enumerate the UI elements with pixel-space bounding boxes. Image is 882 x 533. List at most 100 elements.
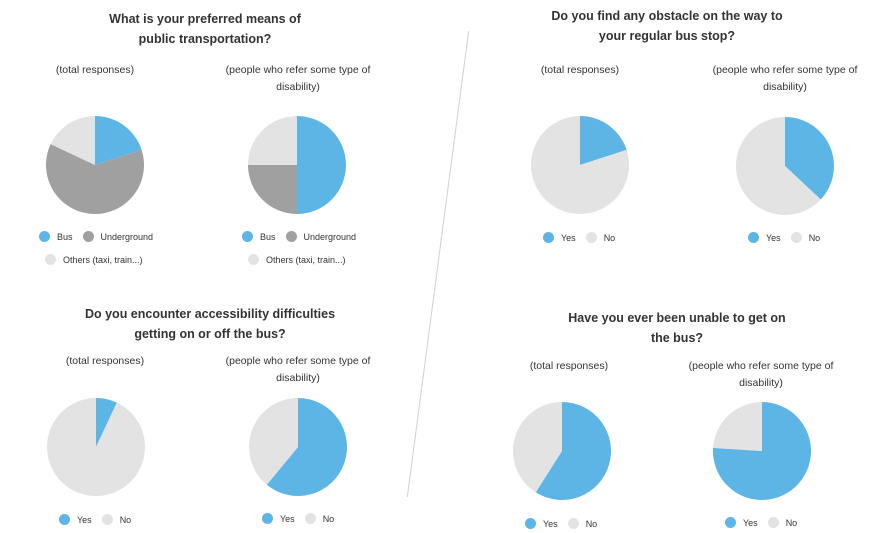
pie-slice-others xyxy=(50,116,95,165)
legend-dot-others xyxy=(248,254,259,265)
pie-q1-disability xyxy=(248,116,346,214)
legend-label-no: No xyxy=(322,513,335,524)
q4-disability-subtitle-line-1: (people who refer some type of xyxy=(688,360,834,372)
question-2-title-line-2: your regular bus stop? xyxy=(598,29,736,43)
legend-label-no: No xyxy=(785,517,798,528)
legend-dot-underground xyxy=(82,231,94,242)
pie-slice-yes xyxy=(266,398,347,496)
legend-dot-no xyxy=(304,513,316,524)
legend-dot-no xyxy=(567,518,579,529)
q2-disability-subtitle-line-1: (people who refer some type of xyxy=(712,64,858,76)
pie-slice-yes xyxy=(785,117,834,200)
question-2-title: Do you find any obstacle on the way to y… xyxy=(517,6,817,46)
pie-slice-no xyxy=(249,398,298,485)
pie-slice-bus xyxy=(95,116,142,165)
q2-total-subtitle: (total responses) xyxy=(540,64,620,76)
q4-disability-subtitle: (people who refer some type of disabilit… xyxy=(676,358,846,392)
legend-dot-yes xyxy=(725,517,736,528)
legend-label-yes: Yes xyxy=(543,518,558,529)
q1-total-subtitle: (total responses) xyxy=(55,64,135,76)
pie-q3-total xyxy=(46,398,145,496)
question-4-title-line-1: Have you ever been unable to get on xyxy=(568,311,786,325)
legend-label-no: No xyxy=(119,514,132,525)
pie-slice-yes xyxy=(535,402,611,500)
pie-q2-disability xyxy=(736,117,834,215)
pie-slice-underground xyxy=(248,165,297,214)
legend-label-others: Others (taxi, train...) xyxy=(266,254,346,265)
legend-dot-yes xyxy=(543,232,554,243)
legend-label-no: No xyxy=(585,518,598,529)
q1-disability-legend-row-2: Others (taxi, train...) xyxy=(248,254,346,265)
q4-disability-legend: Yes No xyxy=(725,517,797,528)
question-4-title: Have you ever been unable to get on the … xyxy=(527,308,827,348)
legend-dot-bus xyxy=(242,231,253,242)
legend-dot-no xyxy=(101,514,113,525)
pie-q1-total xyxy=(45,116,144,215)
legend-dot-no xyxy=(585,232,597,243)
pie-q4-total xyxy=(513,402,611,500)
legend-label-bus: Bus xyxy=(260,231,276,242)
legend-dot-no xyxy=(790,232,802,243)
q2-total-legend: Yes No xyxy=(543,232,615,243)
pie-slice-others xyxy=(248,116,297,165)
q2-disability-legend: Yes No xyxy=(748,232,820,243)
q1-total-legend-row-2: Others (taxi, train...) xyxy=(45,254,143,265)
legend-label-yes: Yes xyxy=(280,513,295,524)
q3-total-subtitle: (total responses) xyxy=(65,355,145,367)
q1-disability-legend-row-1: Bus Underground xyxy=(242,231,356,242)
q3-disability-subtitle-line-1: (people who refer some type of xyxy=(225,355,371,367)
q1-disability-subtitle-line-1: (people who refer some type of xyxy=(225,64,371,76)
q1-disability-subtitle-line-2: disability) xyxy=(276,81,320,93)
legend-dot-yes xyxy=(748,232,759,243)
question-3-title-line-1: Do you encounter accessibility difficult… xyxy=(84,307,336,321)
question-1-title-line-2: public transportation? xyxy=(138,32,272,46)
legend-dot-no xyxy=(767,517,779,528)
legend-dot-others xyxy=(45,254,56,265)
q3-disability-subtitle: (people who refer some type of disabilit… xyxy=(213,353,383,387)
pie-slice-yes xyxy=(96,398,117,447)
pie-slice-no xyxy=(513,402,562,493)
question-1-title-line-1: What is your preferred means of xyxy=(109,12,301,26)
legend-dot-underground xyxy=(285,231,297,242)
pie-slice-bus xyxy=(297,116,346,214)
question-1-title: What is your preferred means of public t… xyxy=(55,9,355,49)
question-3-title-line-2: getting on or off the bus? xyxy=(134,327,286,341)
pie-slice-no xyxy=(736,117,821,215)
legend-label-yes: Yes xyxy=(77,514,92,525)
legend-dot-bus xyxy=(39,231,50,242)
q4-disability-subtitle-line-2: disability) xyxy=(739,377,783,389)
q1-total-legend-row-1: Bus Underground xyxy=(39,231,153,242)
legend-label-yes: Yes xyxy=(561,232,576,243)
q3-disability-subtitle-line-2: disability) xyxy=(276,372,320,384)
question-4-title-line-2: the bus? xyxy=(650,331,704,345)
legend-label-no: No xyxy=(808,232,821,243)
legend-label-yes: Yes xyxy=(766,232,781,243)
legend-label-underground: Underground xyxy=(303,231,357,242)
q4-total-subtitle: (total responses) xyxy=(529,360,609,372)
pie-slice-no xyxy=(46,398,145,496)
center-divider xyxy=(406,30,470,498)
q1-disability-subtitle: (people who refer some type of disabilit… xyxy=(213,62,383,96)
q2-disability-subtitle-line-2: disability) xyxy=(763,81,807,93)
pie-slice-no xyxy=(531,116,629,214)
legend-label-no: No xyxy=(603,232,616,243)
pie-q2-total xyxy=(531,116,629,214)
legend-label-bus: Bus xyxy=(57,231,73,242)
pie-slice-no xyxy=(713,402,762,451)
legend-dot-yes xyxy=(262,513,273,524)
legend-dot-yes xyxy=(525,518,536,529)
question-3-title: Do you encounter accessibility difficult… xyxy=(60,304,360,344)
legend-label-underground: Underground xyxy=(100,231,154,242)
pie-q4-disability xyxy=(713,402,811,500)
legend-label-others: Others (taxi, train...) xyxy=(63,254,143,265)
pie-slice-underground xyxy=(45,144,144,215)
legend-label-yes: Yes xyxy=(743,517,758,528)
q3-disability-legend: Yes No xyxy=(262,513,334,524)
question-2-title-line-1: Do you find any obstacle on the way to xyxy=(551,9,783,23)
legend-dot-yes xyxy=(59,514,70,525)
q3-total-legend: Yes No xyxy=(59,514,131,525)
q4-total-legend: Yes No xyxy=(525,518,597,529)
pie-q3-disability xyxy=(249,398,347,496)
q2-disability-subtitle: (people who refer some type of disabilit… xyxy=(700,62,870,96)
pie-slice-yes xyxy=(580,116,627,165)
